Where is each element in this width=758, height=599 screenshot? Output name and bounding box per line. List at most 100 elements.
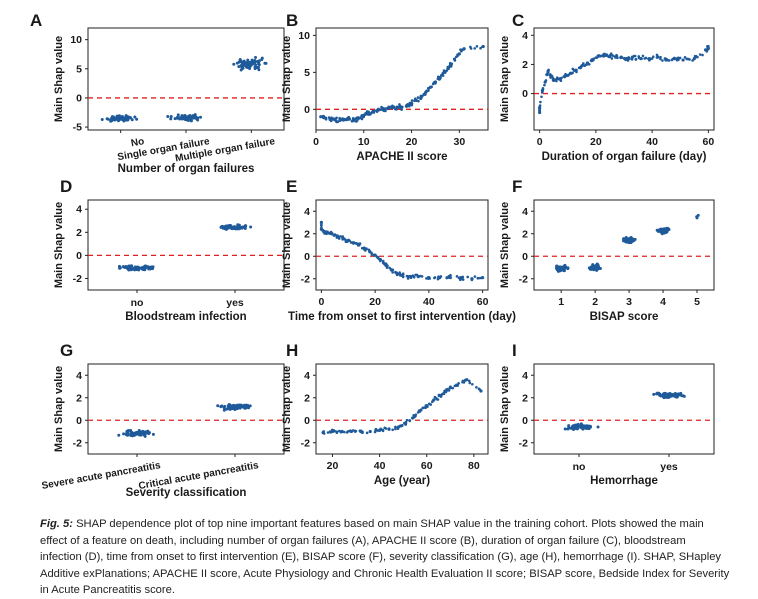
x-tick-label: 20 <box>369 296 381 308</box>
data-point <box>468 381 472 385</box>
data-point <box>386 106 389 110</box>
data-point <box>320 220 323 224</box>
data-point <box>223 404 227 408</box>
caption-text: SHAP dependence plot of top nine importa… <box>40 518 730 596</box>
data-point <box>222 408 226 412</box>
data-point <box>413 97 417 101</box>
x-tick-label: yes <box>660 461 678 473</box>
data-point <box>436 398 440 401</box>
data-point <box>410 99 414 102</box>
x-axis-label: Hemorrhage <box>590 475 658 487</box>
x-tick-label: 60 <box>703 136 715 148</box>
data-point <box>238 58 242 62</box>
data-point <box>430 85 433 89</box>
data-point <box>692 57 696 61</box>
data-point <box>243 227 247 231</box>
data-point <box>633 54 637 58</box>
data-point <box>326 431 330 434</box>
data-point <box>343 237 346 241</box>
data-point <box>427 89 430 92</box>
panel-f: F -2 0 2 4 Main Shap value 1 2 3 4 5 BISAP score <box>499 177 715 323</box>
data-point <box>373 430 377 434</box>
data-point <box>374 428 378 431</box>
data-point <box>399 424 402 427</box>
data-point <box>137 268 141 272</box>
data-point <box>241 62 245 66</box>
data-point <box>370 253 374 256</box>
panel-letter: D <box>60 177 72 196</box>
data-point <box>460 277 463 281</box>
data-point <box>140 267 144 271</box>
data-point <box>706 48 710 51</box>
data-point <box>405 418 409 422</box>
data-point <box>147 267 151 271</box>
panel-letter: G <box>60 341 73 360</box>
x-tick-label: 30 <box>453 136 465 148</box>
data-point <box>464 378 467 382</box>
data-point <box>244 403 248 407</box>
data-point <box>362 115 366 119</box>
y-axis-label: Main Shap value <box>281 202 293 288</box>
data-point <box>404 421 408 425</box>
data-point <box>368 429 372 434</box>
data-point <box>166 114 170 118</box>
data-point <box>615 53 618 57</box>
data-point <box>226 407 230 411</box>
x-tick-label: 0 <box>318 296 324 308</box>
data-point <box>597 266 601 270</box>
data-point <box>398 274 402 277</box>
data-point <box>420 275 424 278</box>
data-point <box>246 58 250 62</box>
x-tick-label: 60 <box>477 296 489 308</box>
data-point <box>479 46 482 50</box>
data-point <box>661 394 665 398</box>
data-point <box>330 232 334 236</box>
plot-frame <box>87 363 285 455</box>
data-point <box>377 257 381 261</box>
data-point <box>234 227 238 231</box>
data-point <box>450 62 454 66</box>
data-point <box>169 117 173 121</box>
data-point <box>460 48 464 52</box>
data-point <box>683 56 687 59</box>
data-point <box>385 263 388 266</box>
x-tick-label: 20 <box>406 136 418 148</box>
y-tick-label: 2 <box>522 392 528 404</box>
panel-d: D -2 0 2 4 Main Shap value no yes Bloodstream in… <box>53 177 285 323</box>
data-point <box>412 275 416 279</box>
data-point <box>567 424 571 428</box>
y-axis-label: Main Shap value <box>499 36 511 122</box>
y-tick-label: 0 <box>76 415 82 427</box>
data-point <box>351 429 355 432</box>
data-point <box>372 109 376 113</box>
y-tick-label: 0 <box>76 92 82 104</box>
y-tick-label: -2 <box>301 437 310 449</box>
panel-letter: C <box>512 11 524 30</box>
data-point <box>598 54 602 58</box>
data-point <box>365 431 369 435</box>
data-point <box>122 119 126 123</box>
data-point <box>453 59 457 62</box>
data-point <box>320 223 323 227</box>
data-point <box>676 56 680 60</box>
data-point <box>139 432 143 436</box>
data-point <box>630 237 634 241</box>
data-point <box>620 56 624 59</box>
data-point <box>260 58 264 62</box>
data-point <box>409 276 413 279</box>
y-tick-label: 2 <box>522 59 528 71</box>
data-point <box>239 68 243 72</box>
data-point <box>117 264 121 268</box>
data-point <box>341 235 345 238</box>
data-point <box>590 266 594 270</box>
data-point <box>322 432 326 435</box>
data-point <box>129 266 133 270</box>
data-point <box>111 115 115 119</box>
data-point <box>329 119 333 123</box>
data-point <box>576 422 580 426</box>
data-point <box>130 118 134 122</box>
y-tick-label: 5 <box>304 67 310 79</box>
data-point <box>675 58 679 62</box>
data-point <box>346 430 350 433</box>
